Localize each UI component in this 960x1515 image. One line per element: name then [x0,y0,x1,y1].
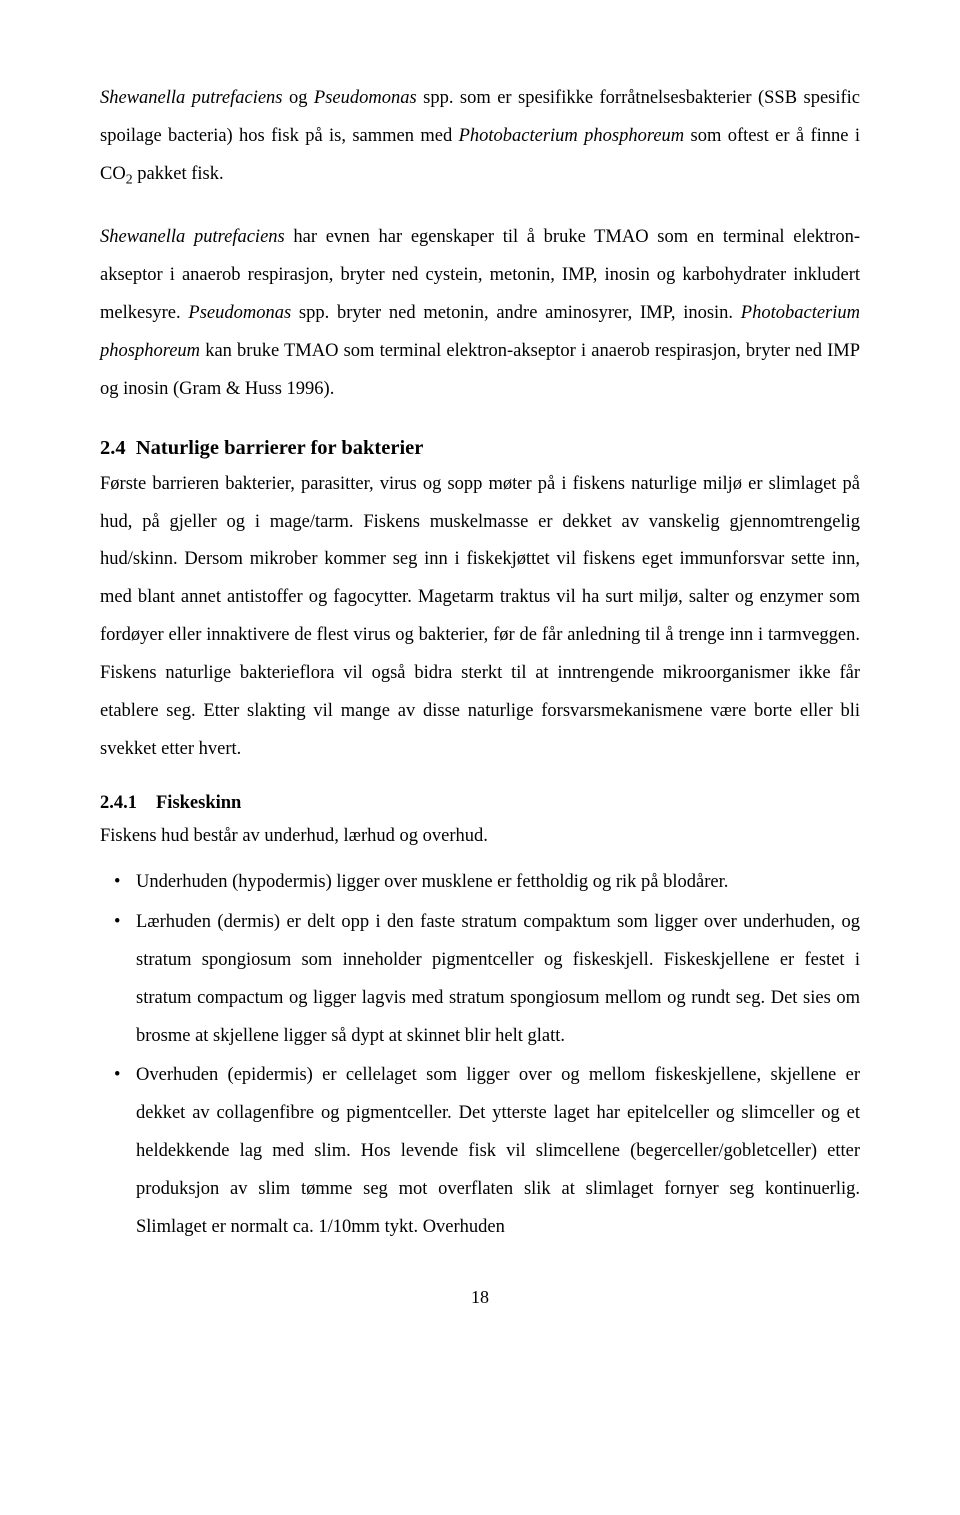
paragraph-1: Shewanella putrefaciens og Pseudomonas s… [100,80,860,195]
paragraph-4: Fiskens hud består av underhud, lærhud o… [100,818,860,856]
paragraph-3: Første barrieren bakterier, parasitter, … [100,466,860,769]
document-page: Shewanella putrefaciens og Pseudomonas s… [0,0,960,1368]
list-item: Lærhuden (dermis) er delt opp i den fast… [100,904,860,1056]
section-2-4-1-heading: 2.4.1Fiskeskinn [100,793,860,814]
section-number: 2.4 [100,437,126,459]
section-2-4-heading: 2.4 Naturlige barrierer for bakterier [100,437,860,460]
list-item: Underhuden (hypodermis) ligger over musk… [100,864,860,902]
list-item: Overhuden (epidermis) er cellelaget som … [100,1057,860,1247]
page-number: 18 [100,1287,860,1308]
paragraph-2: Shewanella putrefaciens har evnen har eg… [100,219,860,409]
subsection-title: Fiskeskinn [156,793,241,813]
section-title: Naturlige barrierer for bakterier [136,437,423,459]
bullet-list: Underhuden (hypodermis) ligger over musk… [100,864,860,1247]
subsection-number: 2.4.1 [100,793,156,814]
